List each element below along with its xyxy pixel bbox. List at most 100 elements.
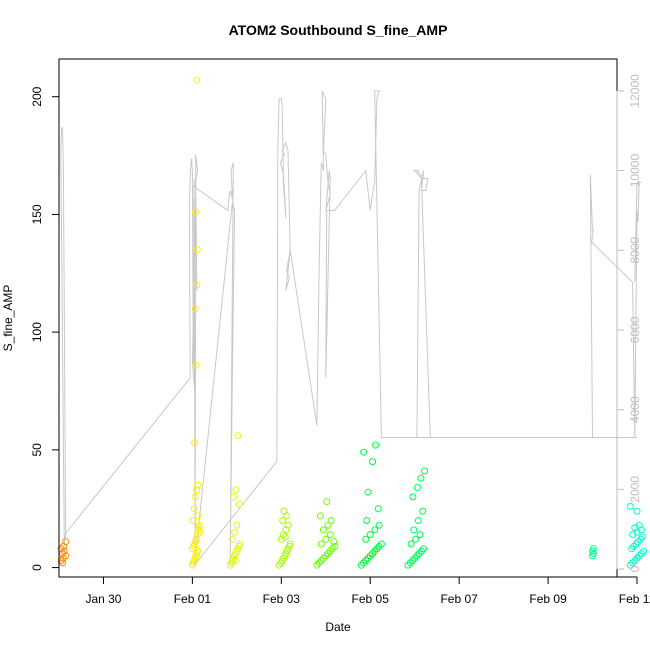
data-point: [286, 540, 294, 548]
data-point: [191, 439, 199, 447]
series-2: [226, 432, 244, 569]
data-point: [417, 474, 425, 482]
data-point: [631, 557, 639, 564]
x-tick-label: Feb 01: [174, 592, 212, 606]
data-point: [62, 538, 70, 546]
data-point: [324, 550, 332, 557]
series-3: [275, 507, 294, 569]
x-tick-label: Jan 30: [85, 592, 121, 606]
data-point: [374, 505, 382, 513]
y2-tick-label: 0: [628, 565, 642, 572]
data-point: [326, 547, 334, 555]
data-point: [189, 517, 197, 524]
scatter-points: [57, 76, 648, 569]
data-point: [360, 448, 368, 456]
data-point: [327, 517, 335, 524]
series-4: [313, 498, 339, 569]
chart-title: ATOM2 Southbound S_fine_AMP: [229, 22, 448, 38]
data-point: [409, 557, 416, 564]
data-point: [420, 545, 428, 553]
y2-tick-label: 4000: [628, 396, 642, 423]
data-point: [372, 441, 380, 449]
data-point: [412, 535, 420, 543]
data-point: [313, 561, 321, 569]
data-point: [195, 521, 203, 529]
data-point: [363, 517, 371, 524]
data-point: [404, 561, 412, 569]
data-point: [415, 550, 423, 557]
series-7: [589, 545, 597, 560]
data-point: [191, 305, 199, 313]
data-point: [414, 517, 422, 524]
data-point: [360, 559, 368, 567]
data-point: [324, 521, 332, 529]
series-0: [57, 538, 70, 567]
y2-tick-label: 6000: [628, 316, 642, 343]
y-tick-label: 150: [30, 204, 44, 224]
x-axis-label: Date: [325, 620, 351, 634]
right-axis-line: [60, 90, 642, 567]
x-tick-label: Feb 05: [352, 592, 390, 606]
data-point: [330, 538, 338, 546]
data-point: [377, 540, 385, 548]
data-point: [195, 524, 203, 532]
data-point: [192, 281, 200, 289]
right-axis-line-series: [60, 90, 642, 567]
data-point: [236, 540, 244, 548]
x-tick-label: Feb 09: [529, 592, 567, 606]
y-axis: 0 50 100 150 200: [30, 86, 60, 571]
data-point: [275, 561, 283, 569]
data-point: [284, 521, 292, 529]
data-point: [628, 545, 636, 553]
data-point: [362, 557, 370, 564]
data-point: [357, 561, 365, 569]
data-point: [235, 500, 243, 508]
data-point: [59, 554, 67, 562]
data-point: [626, 561, 634, 569]
data-point: [322, 552, 330, 560]
y-tick-label: 50: [30, 443, 44, 457]
data-point: [228, 535, 236, 543]
data-point: [193, 76, 201, 84]
data-point: [323, 498, 331, 506]
data-point: [410, 526, 418, 534]
data-point: [194, 512, 202, 520]
data-point: [192, 535, 200, 543]
data-point: [192, 361, 200, 369]
x-tick-label: Feb 11: [619, 592, 650, 606]
data-point: [638, 550, 645, 557]
data-point: [328, 545, 336, 553]
data-point: [191, 493, 199, 501]
data-point: [589, 545, 597, 553]
data-point: [635, 552, 643, 560]
data-point: [373, 545, 381, 553]
data-point: [633, 554, 641, 562]
data-point: [322, 535, 330, 543]
data-point: [407, 540, 415, 548]
data-point: [190, 505, 198, 513]
data-point: [369, 550, 376, 557]
data-point: [416, 531, 424, 539]
data-point: [320, 526, 327, 534]
data-point: [193, 246, 201, 254]
y-tick-label: 100: [30, 322, 44, 342]
data-point: [635, 521, 643, 529]
data-point: [193, 486, 201, 494]
data-point: [231, 557, 239, 564]
y2-tick-label: 2000: [628, 476, 642, 503]
data-point: [364, 488, 372, 496]
data-point: [320, 554, 327, 562]
data-point: [371, 526, 379, 534]
data-point: [638, 533, 646, 541]
y-tick-label: 200: [30, 86, 44, 106]
y2-tick-label: 12000: [628, 74, 642, 108]
data-point: [234, 432, 242, 440]
data-point: [417, 547, 425, 555]
x-tick-label: Feb 03: [263, 592, 301, 606]
data-point: [421, 467, 428, 475]
data-point: [331, 542, 339, 550]
data-point: [366, 531, 374, 539]
series-8: [626, 502, 648, 569]
y2-tick-label: 8000: [628, 237, 642, 264]
